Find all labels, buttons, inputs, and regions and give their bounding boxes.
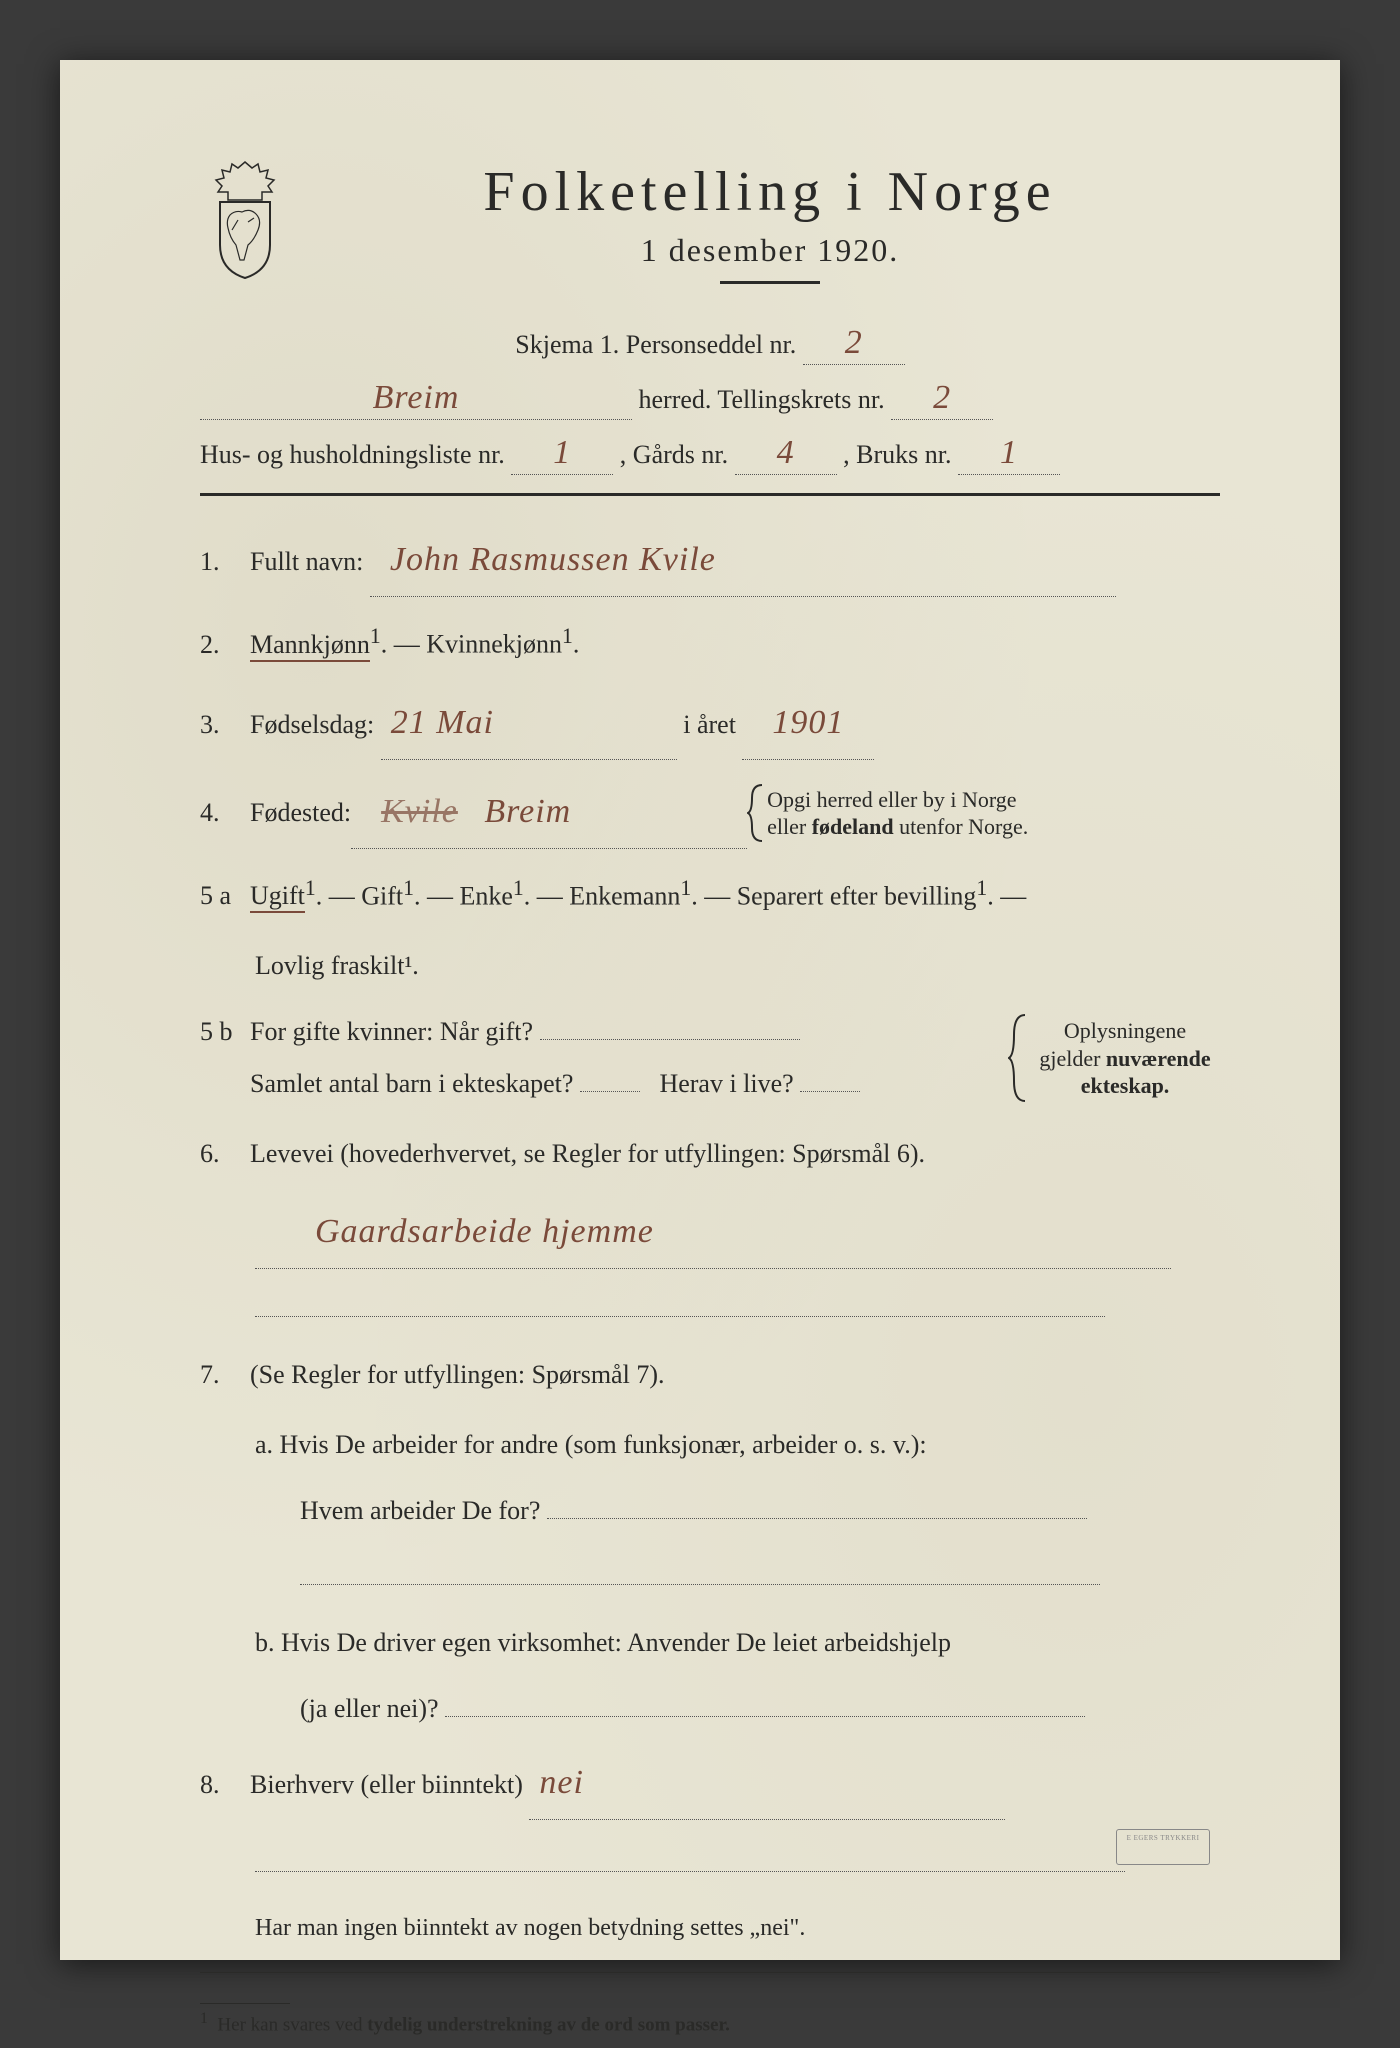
- q8-row: 8. Bierhverv (eller biinntekt) nei: [200, 1749, 1220, 1820]
- q7a-sub: Hvem arbeider De for?: [300, 1485, 1220, 1537]
- census-form-paper: Folketelling i Norge 1 desember 1920. Sk…: [60, 60, 1340, 1960]
- q8-blkrow: [255, 1838, 1220, 1890]
- footnote: 1 Her kan svares ved tydelig understrekn…: [200, 2003, 1220, 2036]
- q5b-blank-a: [540, 1039, 800, 1040]
- q2-sep: . — Kvinnekjønn: [381, 630, 562, 659]
- q4-note: Opgi herred eller by i Norge eller fødel…: [767, 786, 1028, 841]
- q1-num: 1.: [200, 536, 250, 588]
- q2-end: .: [573, 630, 580, 659]
- gards-nr: 4: [735, 434, 837, 475]
- bruks-nr: 1: [958, 434, 1060, 475]
- q7b-sub-label: (ja eller nei)?: [300, 1694, 439, 1723]
- schema-label: Skjema 1. Personseddel nr.: [515, 330, 796, 359]
- q3-day: 21 Mai: [381, 689, 677, 760]
- divider-thick: [200, 493, 1220, 496]
- q2-mannkjonn: Mannkjønn: [250, 630, 370, 662]
- husliste-nr: 1: [511, 434, 613, 475]
- coat-of-arms-icon: [200, 160, 290, 280]
- q5a-row: 5 a Ugift1. — Gift1. — Enke1. — Enkemann…: [200, 867, 1220, 923]
- q7-row: 7. (Se Regler for utfyllingen: Spørsmål …: [200, 1349, 1220, 1401]
- q5a-num: 5 a: [200, 870, 250, 922]
- q3-row: 3. Fødselsdag: 21 Mai i året 1901: [200, 689, 1220, 760]
- header-row: Folketelling i Norge 1 desember 1920.: [200, 160, 1220, 314]
- q5b-note: Oplysningene gjelder nuværende ekteskap.: [1030, 1017, 1220, 1100]
- q1-row: 1. Fullt navn: John Rasmussen Kvile: [200, 526, 1220, 597]
- q5b-note-c: ekteskap.: [1081, 1073, 1170, 1098]
- q1-value: John Rasmussen Kvile: [370, 526, 1116, 597]
- q5b-label-c: Herav i live?: [659, 1069, 793, 1098]
- q5a-ugift: Ugift: [250, 881, 305, 913]
- q5b-note-a: Oplysningene: [1064, 1018, 1186, 1043]
- title-rule: [720, 281, 820, 284]
- q2-row: 2. Mannkjønn1. — Kvinnekjønn1.: [200, 615, 1220, 671]
- q4-struck: Kvile: [381, 793, 458, 830]
- footnote-text-a: Her kan svares ved: [217, 2015, 367, 2036]
- q4-value: Breim: [484, 793, 571, 830]
- q7a-blank2: [300, 1551, 1220, 1603]
- q6-blank2: [255, 1283, 1220, 1335]
- gards-label: , Gårds nr.: [620, 440, 728, 469]
- personseddel-nr: 2: [803, 324, 905, 365]
- q7a-row: a. Hvis De arbeider for andre (som funks…: [255, 1419, 1220, 1471]
- brace-icon: [747, 783, 767, 843]
- meta-husliste-line: Hus- og husholdningsliste nr. 1 , Gårds …: [200, 434, 1220, 475]
- q7b-row: b. Hvis De driver egen virksomhet: Anven…: [255, 1617, 1220, 1669]
- q2-sup1: 1: [370, 624, 381, 648]
- printer-stamp: E EGERS TRYKKERI: [1116, 1829, 1210, 1865]
- q4-num: 4.: [200, 787, 250, 839]
- q2-sup2: 1: [562, 624, 573, 648]
- q3-year: 1901: [742, 689, 874, 760]
- footnote-text-b: tydelig understrekning av de ord som pas…: [367, 2015, 730, 2036]
- footnote-rule: [200, 2003, 290, 2004]
- q4-label: Fødested:: [250, 787, 351, 839]
- q7-num: 7.: [200, 1349, 250, 1401]
- q8-num: 8.: [200, 1759, 250, 1811]
- q1-label: Fullt navn:: [250, 547, 363, 576]
- q8-value: nei: [529, 1749, 1005, 1820]
- q5b-blank-b: [580, 1091, 640, 1092]
- q7b-sub: (ja eller nei)?: [300, 1683, 1220, 1735]
- q7-label: (Se Regler for utfyllingen: Spørsmål 7).: [250, 1349, 1220, 1401]
- q5b-num: 5 b: [200, 1006, 250, 1058]
- tellingskrets-nr: 2: [891, 379, 993, 420]
- q8-label: Bierhverv (eller biinntekt): [250, 1770, 523, 1799]
- q5b-label-b: Samlet antal barn i ekteskapet?: [250, 1069, 573, 1098]
- q6-value: Gaardsarbeide hjemme: [255, 1198, 1171, 1269]
- q4-note-a: Opgi herred eller by i Norge: [767, 787, 1016, 812]
- q5b-row: 5 b For gifte kvinner: Når gift? Samlet …: [200, 1006, 1220, 1110]
- footnote-marker: 1: [200, 2010, 208, 2027]
- bruks-label: , Bruks nr.: [843, 440, 951, 469]
- q6-value-row: Gaardsarbeide hjemme: [255, 1198, 1220, 1269]
- q4-row: 4. Fødested: Kvile Breim Opgi herred ell…: [200, 778, 1220, 849]
- subtitle: 1 desember 1920.: [320, 232, 1220, 269]
- main-title: Folketelling i Norge: [320, 160, 1220, 224]
- q5b-blank-c: [800, 1091, 860, 1092]
- q4-note-b-bold: fødeland: [812, 814, 894, 839]
- husliste-label: Hus- og husholdningsliste nr.: [200, 440, 505, 469]
- herred-label: herred. Tellingskrets nr.: [639, 385, 885, 414]
- q5b-label-a: For gifte kvinner: Når gift?: [250, 1017, 533, 1046]
- q5a-row2: Lovlig fraskilt¹.: [255, 940, 1220, 992]
- q6-num: 6.: [200, 1128, 250, 1180]
- title-block: Folketelling i Norge 1 desember 1920.: [320, 160, 1220, 314]
- q3-num: 3.: [200, 699, 250, 751]
- q3-label: Fødselsdag:: [250, 710, 374, 739]
- q3-mid: i året: [683, 710, 736, 739]
- q2-num: 2.: [200, 619, 250, 671]
- q7a-sub-label: Hvem arbeider De for?: [300, 1496, 540, 1525]
- q8-footer: Har man ingen biinntekt av nogen betydni…: [255, 1904, 1220, 1952]
- herred-value: Breim: [200, 379, 632, 420]
- q6-label: Levevei (hovederhvervet, se Regler for u…: [250, 1128, 1220, 1180]
- meta-schema-line: Skjema 1. Personseddel nr. 2: [200, 324, 1220, 365]
- meta-herred-line: Breim herred. Tellingskrets nr. 2: [200, 379, 1220, 420]
- brace-icon-2: [1008, 1013, 1030, 1103]
- q6-row: 6. Levevei (hovederhvervet, se Regler fo…: [200, 1128, 1220, 1180]
- divider-thin: [200, 1972, 1220, 1973]
